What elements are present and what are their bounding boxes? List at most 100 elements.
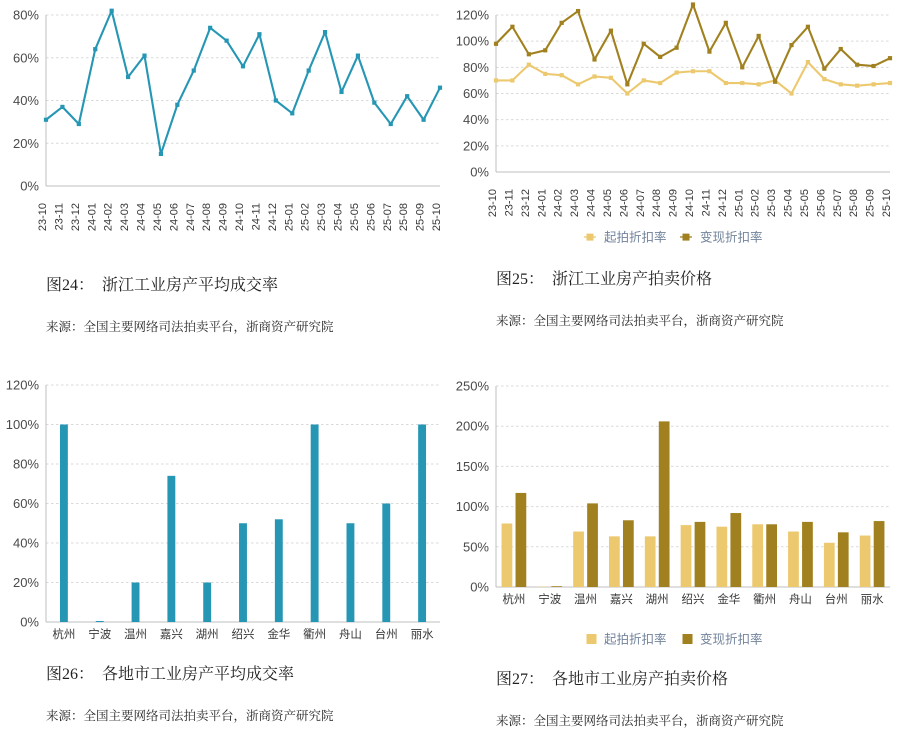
svg-text:起拍折扣率: 起拍折扣率 (604, 631, 667, 646)
svg-text:24-02: 24-02 (103, 203, 115, 231)
svg-text:24-06: 24-06 (618, 189, 630, 217)
svg-text:金华: 金华 (267, 627, 290, 641)
svg-text:25-09: 25-09 (415, 203, 427, 231)
svg-text:23-10: 23-10 (37, 203, 49, 231)
svg-text:25-06: 25-06 (815, 189, 827, 217)
svg-text:台州: 台州 (375, 627, 398, 641)
svg-text:100%: 100% (456, 34, 490, 49)
svg-text:25-01: 25-01 (283, 203, 295, 231)
svg-text:24-04: 24-04 (586, 189, 598, 217)
svg-text:25-06: 25-06 (365, 203, 377, 231)
svg-text:衢州: 衢州 (303, 627, 326, 641)
svg-text:40%: 40% (463, 112, 489, 127)
svg-text:温州: 温州 (574, 592, 597, 606)
svg-text:24-09: 24-09 (668, 189, 680, 217)
svg-text:80%: 80% (13, 8, 39, 23)
svg-text:宁波: 宁波 (538, 592, 561, 606)
svg-text:24-12: 24-12 (267, 203, 279, 231)
svg-text:24-01: 24-01 (536, 189, 548, 217)
svg-text:20%: 20% (13, 136, 39, 151)
svg-text:25-04: 25-04 (783, 189, 795, 217)
svg-text:0%: 0% (470, 580, 489, 595)
svg-text:20%: 20% (463, 138, 489, 153)
svg-text:嘉兴: 嘉兴 (160, 628, 183, 641)
svg-text:25-07: 25-07 (832, 189, 844, 217)
svg-text:绍兴: 绍兴 (232, 627, 255, 641)
svg-text:80%: 80% (463, 60, 489, 75)
svg-text:24-08: 24-08 (651, 189, 663, 217)
svg-text:80%: 80% (13, 457, 39, 472)
svg-text:丽水: 丽水 (861, 593, 884, 606)
svg-text:25-10: 25-10 (881, 189, 893, 217)
svg-text:40%: 40% (13, 93, 39, 108)
svg-text:200%: 200% (456, 419, 490, 434)
svg-text:50%: 50% (463, 539, 489, 554)
svg-text:舟山: 舟山 (789, 592, 812, 606)
svg-text:杭州: 杭州 (502, 592, 525, 606)
svg-text:25-08: 25-08 (398, 203, 410, 231)
svg-text:杭州: 杭州 (52, 627, 75, 641)
svg-text:250%: 250% (456, 379, 490, 394)
svg-text:24-07: 24-07 (185, 203, 197, 231)
svg-text:24-04: 24-04 (136, 203, 148, 231)
svg-text:25-03: 25-03 (316, 203, 328, 231)
svg-text:24-03: 24-03 (569, 189, 581, 217)
svg-text:23-12: 23-12 (70, 203, 82, 231)
svg-text:24-10: 24-10 (684, 189, 696, 217)
svg-text:衢州: 衢州 (753, 592, 776, 606)
svg-text:0%: 0% (470, 165, 489, 180)
svg-text:25-02: 25-02 (300, 203, 312, 231)
svg-text:25-08: 25-08 (848, 189, 860, 217)
svg-text:23-11: 23-11 (503, 189, 515, 216)
svg-text:变现折扣率: 变现折扣率 (700, 631, 763, 646)
svg-text:25-05: 25-05 (349, 203, 361, 231)
svg-text:24-09: 24-09 (218, 203, 230, 231)
svg-text:23-10: 23-10 (487, 189, 499, 217)
svg-text:丽水: 丽水 (411, 628, 434, 641)
svg-text:24-10: 24-10 (234, 203, 246, 231)
svg-text:60%: 60% (13, 496, 39, 511)
svg-text:24-07: 24-07 (635, 189, 647, 217)
svg-text:25-03: 25-03 (766, 189, 778, 217)
svg-text:24-03: 24-03 (119, 203, 131, 231)
svg-text:0%: 0% (20, 615, 39, 630)
svg-text:宁波: 宁波 (88, 627, 111, 641)
svg-text:绍兴: 绍兴 (682, 592, 705, 606)
svg-text:金华: 金华 (717, 592, 740, 606)
svg-text:25-09: 25-09 (865, 189, 877, 217)
svg-text:150%: 150% (456, 459, 490, 474)
svg-text:20%: 20% (13, 575, 39, 590)
svg-text:120%: 120% (456, 8, 490, 23)
svg-text:100%: 100% (6, 417, 40, 432)
svg-text:23-12: 23-12 (520, 189, 532, 217)
svg-text:湖州: 湖州 (646, 592, 669, 606)
svg-text:24-11: 24-11 (250, 203, 262, 230)
svg-text:起拍折扣率: 起拍折扣率 (604, 229, 667, 244)
svg-text:变现折扣率: 变现折扣率 (700, 229, 763, 244)
svg-text:24-05: 24-05 (152, 203, 164, 231)
svg-text:24-12: 24-12 (717, 189, 729, 217)
svg-text:24-11: 24-11 (700, 189, 712, 216)
svg-text:60%: 60% (463, 86, 489, 101)
svg-text:湖州: 湖州 (196, 627, 219, 641)
svg-text:24-05: 24-05 (602, 189, 614, 217)
svg-text:25-05: 25-05 (799, 189, 811, 217)
svg-text:25-01: 25-01 (733, 189, 745, 217)
svg-text:24-01: 24-01 (86, 203, 98, 231)
svg-text:舟山: 舟山 (339, 627, 362, 641)
svg-text:40%: 40% (13, 536, 39, 551)
svg-text:25-04: 25-04 (333, 203, 345, 231)
svg-text:25-10: 25-10 (431, 203, 443, 231)
svg-text:温州: 温州 (124, 627, 147, 641)
svg-text:100%: 100% (456, 499, 490, 514)
svg-text:25-07: 25-07 (382, 203, 394, 231)
svg-text:台州: 台州 (825, 592, 848, 606)
svg-text:0%: 0% (20, 179, 39, 194)
svg-text:120%: 120% (6, 378, 40, 393)
svg-text:23-11: 23-11 (53, 203, 65, 230)
svg-text:24-08: 24-08 (201, 203, 213, 231)
svg-text:24-02: 24-02 (553, 189, 565, 217)
svg-text:25-02: 25-02 (750, 189, 762, 217)
svg-text:24-06: 24-06 (168, 203, 180, 231)
svg-text:60%: 60% (13, 50, 39, 65)
